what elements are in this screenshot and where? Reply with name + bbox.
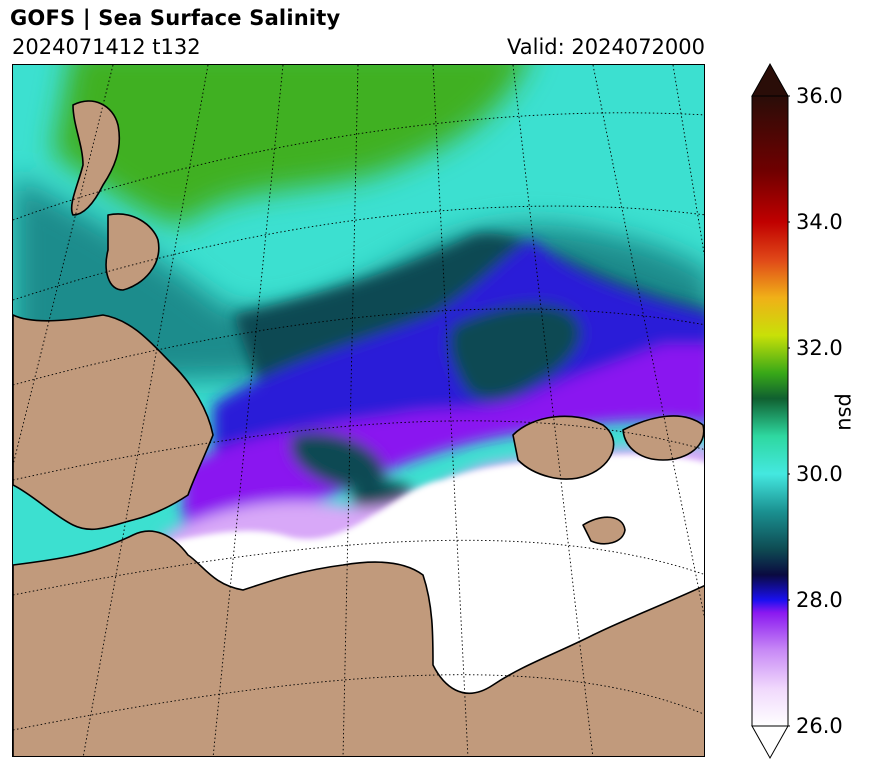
island-east	[622, 415, 704, 461]
island-large	[512, 415, 615, 480]
parallel-5	[13, 539, 704, 596]
colorbar-tick-label: 28.0	[796, 588, 843, 612]
teal-eddy	[448, 304, 581, 400]
valid-time-label: Valid: 2024072000	[507, 35, 705, 59]
colorbar-low-extend	[751, 725, 789, 760]
colorbar-tick-label: 36.0	[796, 84, 843, 108]
parallel-4	[13, 420, 704, 481]
archipelago-north-2	[105, 213, 160, 291]
salinity-map	[12, 64, 705, 757]
meridian-7	[592, 65, 704, 618]
colorbar-tick-marks	[788, 95, 790, 727]
colorbar-tick-label: 34.0	[796, 210, 843, 234]
colorbar	[751, 62, 790, 760]
colorbar-tick-label: 30.0	[796, 462, 843, 486]
meridian-3	[212, 65, 284, 756]
colorbar-scale	[751, 95, 789, 727]
teal-filament	[290, 432, 385, 489]
parallel-1	[13, 112, 704, 221]
run-label: 2024071412 t132	[12, 35, 201, 59]
colorbar-tick-label: 26.0	[796, 714, 843, 738]
peninsula-west	[13, 314, 214, 531]
parallel-3	[13, 308, 704, 386]
parallel-2	[13, 205, 704, 301]
meridian-8	[672, 65, 704, 256]
colorbar-high-extend	[751, 62, 789, 97]
land-masses	[13, 100, 704, 756]
high-salinity-green	[53, 65, 525, 225]
meridian-1	[13, 65, 114, 467]
archipelago-north-1	[70, 100, 121, 216]
meridian-2	[82, 65, 209, 756]
map-canvas	[13, 65, 704, 756]
plot-title: GOFS | Sea Surface Salinity	[10, 6, 341, 30]
graticule	[13, 65, 704, 756]
mainland-south	[13, 530, 704, 756]
island-small	[582, 516, 626, 545]
low-salinity-violet	[183, 345, 704, 535]
colorbar-tick-label: 32.0	[796, 336, 843, 360]
meridian-6	[512, 65, 594, 756]
colorbar-unit-label: psu	[834, 393, 858, 431]
